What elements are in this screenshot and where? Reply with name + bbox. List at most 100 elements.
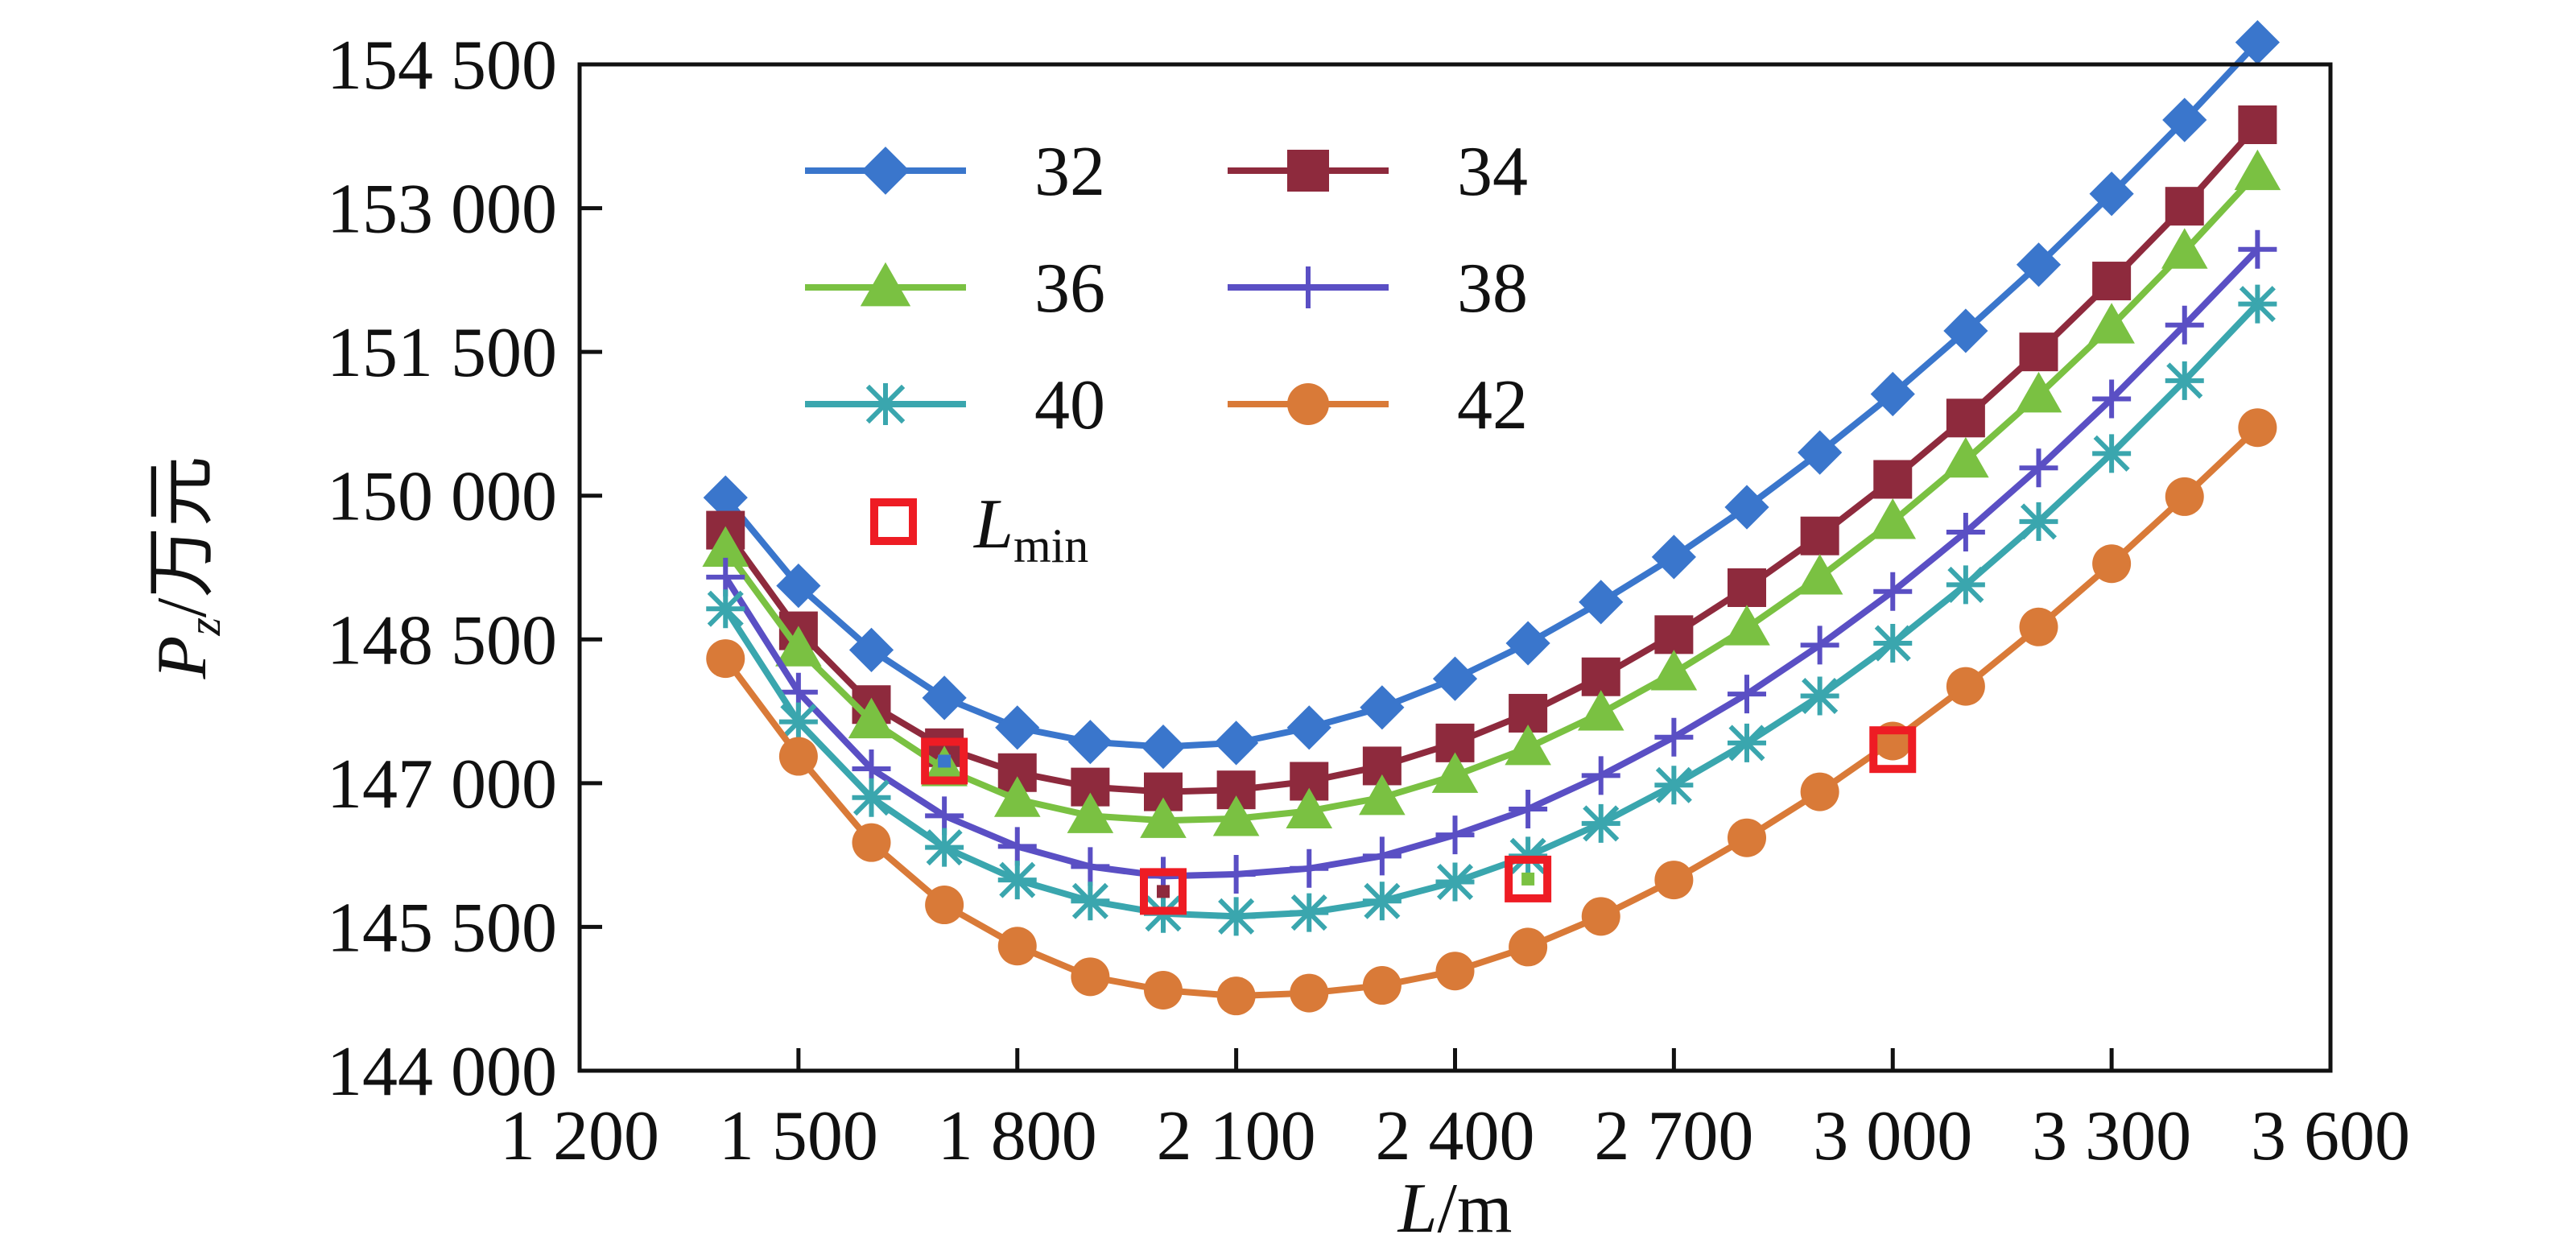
- series-marker: [2088, 303, 2135, 344]
- series-marker: [2092, 262, 2132, 301]
- series-marker: [1581, 897, 1620, 936]
- series-marker: [1435, 816, 1475, 855]
- y-axis-title-sub: z: [178, 617, 230, 637]
- x-tick-label: 2 400: [1376, 1097, 1535, 1175]
- legend-label: 40: [1034, 366, 1105, 444]
- series-marker: [1432, 656, 1478, 701]
- series-marker: [1435, 952, 1475, 991]
- series-marker: [1579, 580, 1624, 625]
- series-marker: [1505, 621, 1550, 666]
- series-32: [703, 20, 2280, 770]
- series-marker: [1290, 849, 1329, 888]
- series-marker: [2165, 305, 2204, 345]
- series-marker: [1287, 383, 1329, 425]
- series-marker: [1654, 615, 1694, 654]
- series-marker: [1873, 460, 1913, 499]
- series-marker: [1654, 766, 1694, 805]
- series-marker: [1144, 971, 1183, 1010]
- series-marker: [848, 627, 894, 672]
- legend-lmin-label-var: L: [972, 485, 1013, 564]
- series-marker: [1800, 626, 1839, 665]
- series-marker: [1509, 927, 1548, 967]
- y-tick-label: 148 500: [327, 601, 557, 679]
- series-marker: [1946, 667, 1985, 706]
- series-line: [722, 301, 2260, 920]
- y-axis-title: Pz/万元: [143, 456, 230, 680]
- series-marker: [848, 697, 895, 739]
- series-marker: [778, 737, 818, 776]
- lmin-dot: [938, 754, 952, 768]
- lmin-square: [921, 737, 968, 785]
- series-marker: [2019, 332, 2058, 372]
- series-marker-stroke: [1728, 725, 1765, 762]
- series-marker: [1651, 535, 1696, 580]
- lmin-layer: [921, 726, 1917, 915]
- series-marker: [1577, 690, 1624, 731]
- legend-label: 38: [1457, 250, 1528, 328]
- series-marker: [1650, 650, 1698, 691]
- series-marker: [1286, 787, 1333, 828]
- series-marker-stroke: [1364, 882, 1401, 919]
- legend-label: 34: [1457, 133, 1528, 211]
- series-marker: [706, 589, 745, 629]
- x-tick-label: 2 100: [1157, 1097, 1316, 1175]
- series-marker: [2238, 229, 2277, 269]
- series-marker: [865, 383, 906, 425]
- x-tick-label: 3 000: [1813, 1097, 1972, 1175]
- series-marker: [702, 526, 749, 567]
- series-marker-stroke: [2020, 503, 2058, 540]
- y-tick-label: 150 000: [327, 458, 557, 536]
- legend-lmin-dot: [888, 516, 899, 527]
- y-tick-label: 147 000: [327, 745, 557, 824]
- series-marker: [1728, 818, 1766, 857]
- y-tick-label: 144 000: [327, 1033, 557, 1111]
- series-marker: [1071, 847, 1110, 886]
- series-marker: [1360, 685, 1405, 730]
- y-tick-label: 153 000: [327, 171, 557, 249]
- legend-item-lmin: Lmin: [870, 485, 1088, 572]
- series-marker: [1798, 430, 1843, 475]
- lmin-marker: [1505, 855, 1552, 902]
- series-marker: [2019, 448, 2058, 488]
- series-38: [706, 229, 2277, 896]
- x-tick-label: 3 300: [2032, 1097, 2191, 1175]
- series-marker-stroke: [999, 861, 1036, 898]
- x-axis-title-var: L: [1397, 1170, 1438, 1243]
- series-marker: [1216, 977, 1256, 1016]
- series-marker: [1943, 308, 1988, 353]
- series-marker: [2238, 284, 2277, 324]
- x-tick-label: 1 800: [938, 1097, 1097, 1175]
- series-marker: [1505, 725, 1551, 766]
- lmin-square: [1869, 726, 1917, 774]
- series-marker: [2165, 361, 2204, 400]
- series-marker: [852, 778, 891, 817]
- series-marker: [1800, 676, 1839, 716]
- series-marker: [1873, 624, 1913, 663]
- series-marker: [2092, 379, 2132, 419]
- series-marker: [1290, 973, 1329, 1013]
- series-marker: [1431, 752, 1479, 793]
- series-marker: [1140, 797, 1187, 838]
- series-marker: [925, 828, 964, 867]
- series-marker: [1581, 657, 1620, 696]
- series-marker: [2165, 187, 2204, 226]
- series-marker: [993, 776, 1041, 817]
- series-marker: [1216, 897, 1256, 936]
- series-marker: [1212, 795, 1260, 836]
- series-marker: [703, 475, 748, 520]
- x-tick-label: 2 700: [1594, 1097, 1753, 1175]
- series-marker: [2092, 544, 2132, 584]
- lmin-marker: [921, 737, 968, 785]
- legend-label: 42: [1457, 366, 1528, 444]
- legend-lmin-label-sub: min: [1013, 519, 1088, 572]
- series-line: [722, 246, 2260, 880]
- legend-item-36: 36: [805, 250, 1105, 328]
- series-marker: [1287, 150, 1329, 192]
- series-marker: [2162, 97, 2207, 142]
- series-line: [723, 425, 2260, 1000]
- x-axis-title: L/m: [1397, 1170, 1513, 1243]
- series-marker: [861, 147, 910, 195]
- y-tick-label: 145 500: [327, 889, 557, 967]
- series-marker-stroke: [852, 779, 890, 816]
